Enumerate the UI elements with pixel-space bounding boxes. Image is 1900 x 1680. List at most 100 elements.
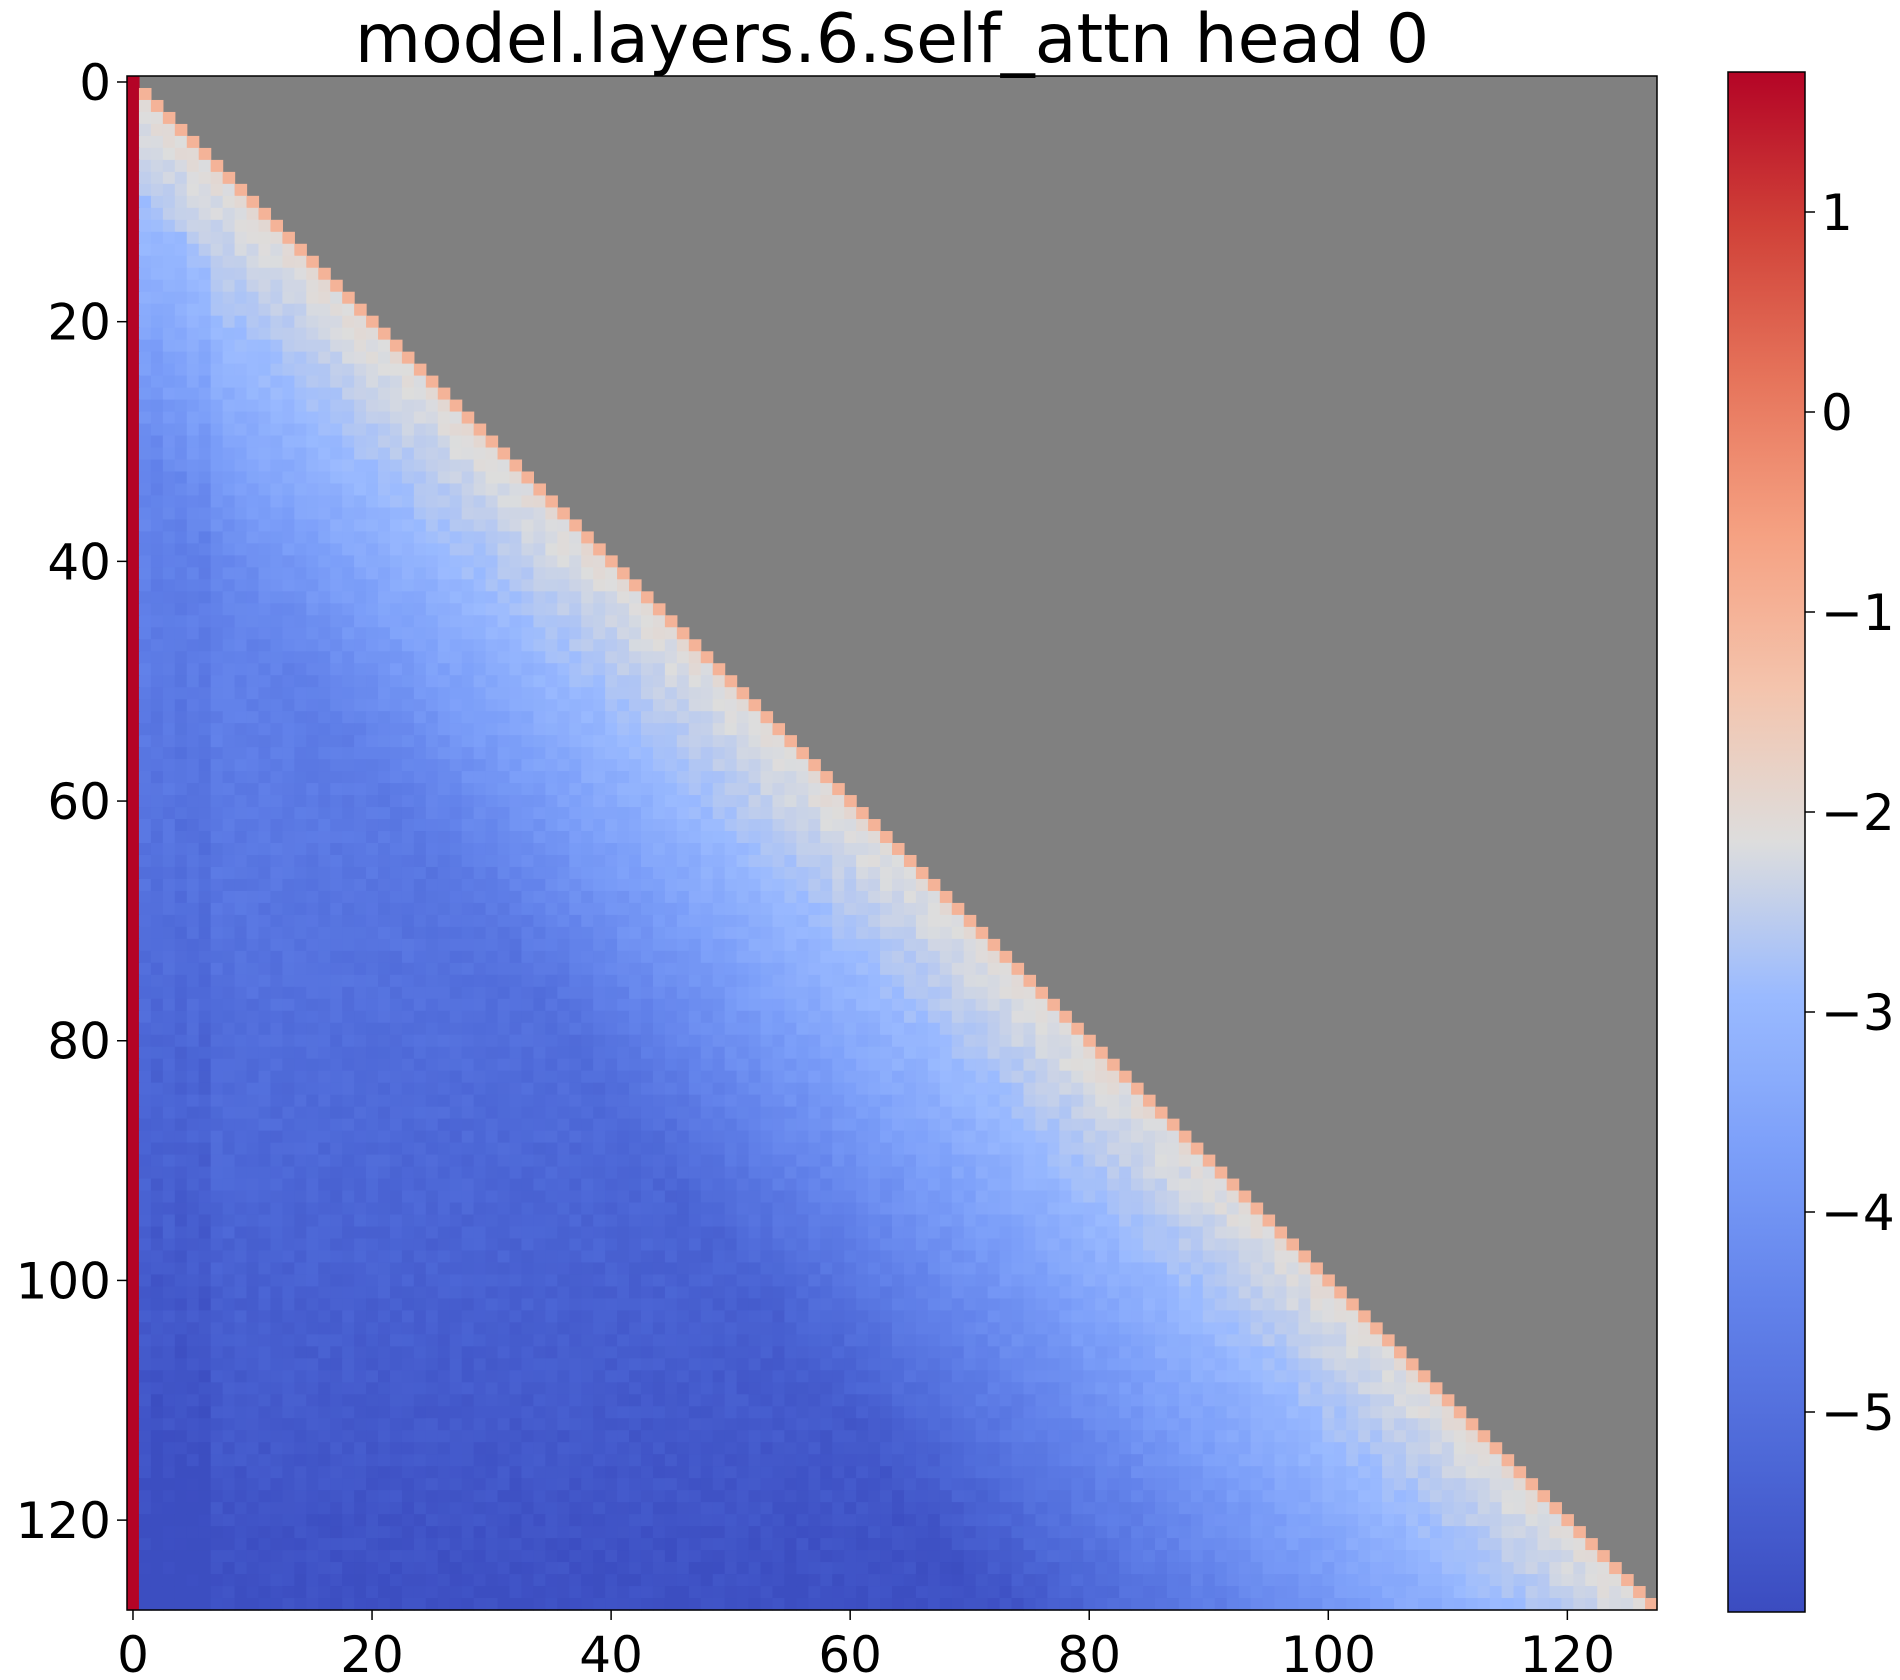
heatmap-cell xyxy=(437,914,451,928)
heatmap-cell xyxy=(736,914,750,928)
heatmap-cell xyxy=(712,711,726,724)
heatmap-cell xyxy=(282,603,295,616)
heatmap-cell xyxy=(1107,1130,1120,1144)
heatmap-cell xyxy=(306,579,319,592)
heatmap-cell xyxy=(150,315,164,329)
heatmap-cell xyxy=(1011,1178,1025,1192)
heatmap-cell xyxy=(832,974,845,988)
heatmap-cell xyxy=(198,579,212,592)
heatmap-cell xyxy=(557,807,570,820)
heatmap-cell xyxy=(772,986,786,1000)
heatmap-cell xyxy=(1011,1166,1025,1180)
heatmap-cell xyxy=(712,890,726,904)
heatmap-cell xyxy=(700,723,714,736)
heatmap-cell xyxy=(724,831,738,844)
heatmap-cell xyxy=(939,1082,953,1096)
heatmap-cell xyxy=(342,327,355,341)
heatmap-cell xyxy=(880,1154,893,1168)
heatmap-cell xyxy=(366,986,379,1000)
heatmap-cell xyxy=(1095,1118,1108,1132)
heatmap-cell xyxy=(174,447,188,461)
heatmap-cell xyxy=(509,1178,523,1192)
heatmap-cell xyxy=(868,902,881,916)
heatmap-cell xyxy=(521,711,534,724)
heatmap-cell xyxy=(413,1202,427,1216)
heatmap-cell xyxy=(975,1130,989,1144)
heatmap-cell xyxy=(915,1046,929,1060)
heatmap-cell xyxy=(473,1214,487,1228)
heatmap-cell xyxy=(342,687,355,700)
heatmap-cell xyxy=(485,890,499,904)
heatmap-cell xyxy=(258,351,272,365)
heatmap-cell xyxy=(521,687,534,700)
heatmap-cell xyxy=(1023,1118,1037,1132)
heatmap-cell xyxy=(1107,1250,1120,1264)
heatmap-cell xyxy=(186,603,200,616)
heatmap-cell xyxy=(210,926,224,940)
heatmap-cell xyxy=(198,519,212,532)
heatmap-cell xyxy=(378,1094,391,1108)
heatmap-cell xyxy=(640,902,654,916)
heatmap-cell xyxy=(425,1022,439,1036)
heatmap-cell xyxy=(210,219,224,233)
heatmap-cell xyxy=(617,1106,630,1120)
heatmap-cell xyxy=(246,195,260,209)
heatmap-cell xyxy=(700,926,714,940)
heatmap-cell xyxy=(222,986,236,1000)
heatmap-cell xyxy=(174,327,188,341)
heatmap-cell xyxy=(354,627,367,640)
heatmap-cell xyxy=(652,1142,666,1156)
heatmap-cell xyxy=(401,591,415,604)
heatmap-cell xyxy=(210,1142,224,1156)
heatmap-cell xyxy=(856,962,869,976)
heatmap-cell xyxy=(892,1022,905,1036)
heatmap-cell xyxy=(437,447,451,461)
heatmap-cell xyxy=(210,615,224,628)
heatmap-cell xyxy=(640,926,654,940)
heatmap-cell xyxy=(150,615,164,628)
heatmap-cell xyxy=(652,974,666,988)
heatmap-cell xyxy=(198,747,212,760)
heatmap-cell xyxy=(461,591,475,604)
heatmap-cell xyxy=(892,1106,905,1120)
heatmap-cell xyxy=(640,998,654,1012)
heatmap-cell xyxy=(796,854,809,868)
heatmap-cell xyxy=(150,303,164,317)
heatmap-cell xyxy=(342,974,355,988)
heatmap-cell xyxy=(174,1202,188,1216)
heatmap-cell xyxy=(282,1130,295,1144)
heatmap-cell xyxy=(903,986,917,1000)
heatmap-cell xyxy=(294,627,307,640)
heatmap-cell xyxy=(473,938,487,952)
heatmap-cell xyxy=(796,1046,809,1060)
heatmap-cell xyxy=(306,447,319,461)
heatmap-cell xyxy=(354,651,367,664)
heatmap-cell xyxy=(569,1022,582,1036)
heatmap-cell xyxy=(150,567,164,580)
heatmap-cell xyxy=(688,807,702,820)
heatmap-cell xyxy=(330,663,343,676)
heatmap-cell xyxy=(282,555,295,568)
heatmap-cell xyxy=(282,771,295,784)
heatmap-cell xyxy=(138,1166,152,1180)
heatmap-cell xyxy=(174,603,188,616)
heatmap-cell xyxy=(593,687,606,700)
heatmap-cell xyxy=(1023,1046,1037,1060)
heatmap-cell xyxy=(413,1130,427,1144)
heatmap-cell xyxy=(521,807,534,820)
heatmap-cell xyxy=(401,854,415,868)
heatmap-cell xyxy=(258,950,272,964)
heatmap-cell xyxy=(449,1250,463,1264)
heatmap-cell xyxy=(413,938,427,952)
heatmap-cell xyxy=(664,1070,678,1084)
heatmap-cell xyxy=(569,1070,582,1084)
heatmap-cell xyxy=(545,819,558,832)
heatmap-cell xyxy=(856,1022,869,1036)
heatmap-cell xyxy=(569,795,582,808)
heatmap-cell xyxy=(617,819,630,832)
heatmap-cell xyxy=(222,831,236,844)
heatmap-cell xyxy=(258,1214,272,1228)
heatmap-cell xyxy=(461,938,475,952)
heatmap-cell xyxy=(127,795,140,808)
heatmap-cell xyxy=(366,327,379,341)
